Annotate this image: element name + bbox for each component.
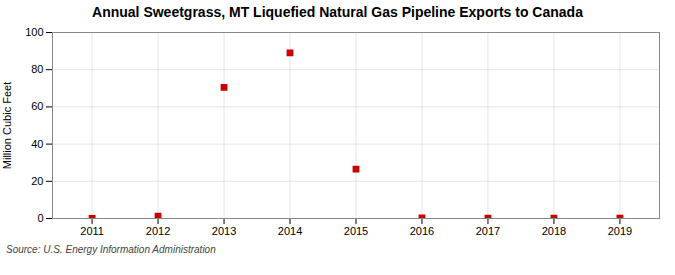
svg-text:2015: 2015 bbox=[344, 225, 368, 237]
html-text:Annual Sweetgrass, MT Liquefie: Annual Sweetgrass, MT Liquefied Natural … bbox=[92, 4, 583, 20]
svg-text:Million Cubic Feet: Million Cubic Feet bbox=[1, 82, 13, 169]
svg-text:0: 0 bbox=[37, 212, 43, 224]
svg-text:100: 100 bbox=[25, 26, 43, 38]
svg-text:2012: 2012 bbox=[146, 225, 170, 237]
svg-text:2011: 2011 bbox=[80, 225, 104, 237]
svg-text:2016: 2016 bbox=[410, 225, 434, 237]
svg-text:40: 40 bbox=[31, 138, 43, 150]
svg-text:2019: 2019 bbox=[608, 225, 632, 237]
html-text:Source: U.S. Energy Informatio: Source: U.S. Energy Information Administ… bbox=[6, 244, 216, 255]
svg-text:2018: 2018 bbox=[542, 225, 566, 237]
svg-text:80: 80 bbox=[31, 63, 43, 75]
svg-text:2014: 2014 bbox=[278, 225, 302, 237]
svg-text:2013: 2013 bbox=[212, 225, 236, 237]
svg-text:2017: 2017 bbox=[476, 225, 500, 237]
svg-text:60: 60 bbox=[31, 100, 43, 112]
svg-text:20: 20 bbox=[31, 175, 43, 187]
